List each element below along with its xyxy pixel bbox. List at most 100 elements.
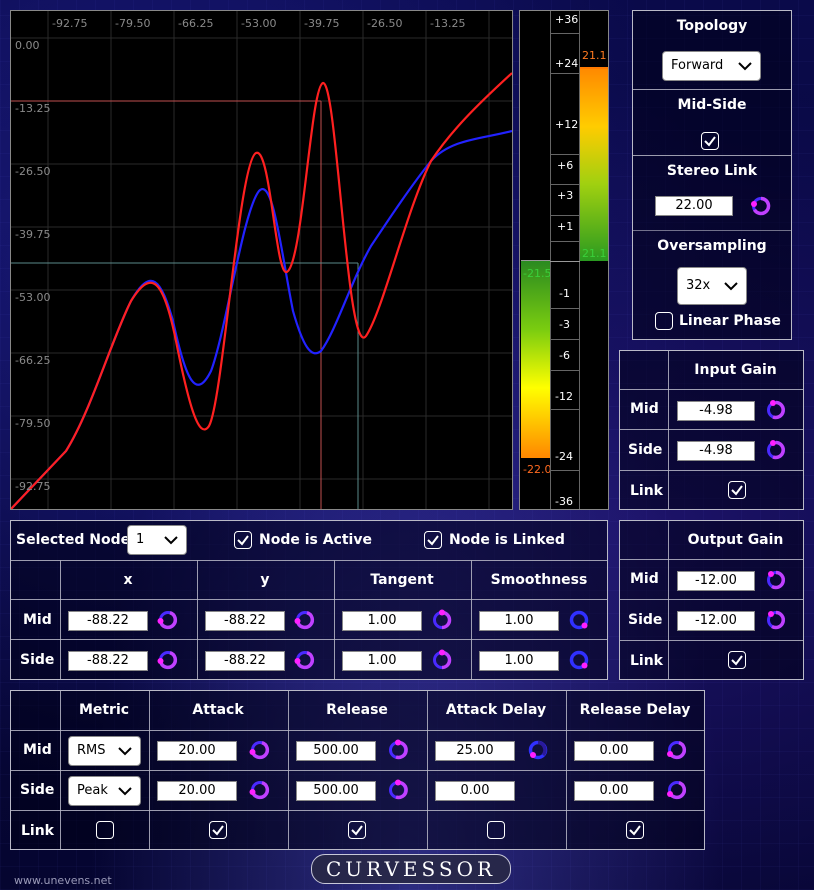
topology-value: Forward: [671, 58, 724, 73]
side-attack-knob[interactable]: [249, 779, 271, 801]
node-side-x-field[interactable]: -88.22: [68, 651, 148, 671]
node-linked-label: Node is Linked: [449, 532, 565, 548]
y-tick: -79.50: [15, 417, 51, 430]
selected-node-value: 1: [136, 532, 145, 547]
y-tick: -92.75: [15, 480, 51, 493]
node-side-y-field[interactable]: -88.22: [205, 651, 285, 671]
release-link-checkbox[interactable]: [348, 821, 366, 839]
input-gain-link-label: Link: [630, 483, 663, 499]
x-tick: -39.75: [304, 17, 340, 30]
mid-attack-knob[interactable]: [249, 739, 271, 761]
selected-node-label: Selected Node: [16, 532, 131, 548]
midside-label: Mid-Side: [677, 97, 747, 113]
website-link[interactable]: www.unevens.net: [14, 874, 112, 887]
node-mid-smoothness-field[interactable]: 1.00: [479, 611, 559, 631]
column-smoothness: Smoothness: [490, 572, 588, 588]
input-gain-side-field[interactable]: -4.98: [677, 441, 755, 461]
meter-right-bar: [580, 69, 608, 261]
midside-checkbox[interactable]: [701, 132, 719, 150]
column-x: x: [123, 572, 133, 588]
selected-node-select[interactable]: 1: [127, 525, 187, 555]
checkmark-icon: [237, 535, 249, 546]
column-y: y: [260, 572, 270, 588]
node-side-smoothness-field[interactable]: 1.00: [479, 651, 559, 671]
y-tick: 0.00: [15, 39, 40, 52]
node-mid-y-knob[interactable]: [294, 609, 316, 631]
meter-right-bottom-label: 21.1: [582, 247, 607, 260]
output-gain-link-checkbox[interactable]: [728, 651, 746, 669]
transfer-curve-svg: [11, 11, 512, 509]
side-attack-delay-field[interactable]: 0.00: [435, 781, 515, 801]
oversampling-label: Oversampling: [657, 238, 767, 254]
node-linked-checkbox[interactable]: [424, 531, 442, 549]
meter-scale-tick: +24: [555, 57, 579, 70]
mid-attack-delay-field[interactable]: 25.00: [435, 741, 515, 761]
input-gain-mid-field[interactable]: -4.98: [677, 401, 755, 421]
stereo-link-field[interactable]: 22.00: [655, 196, 733, 216]
node-side-x-knob[interactable]: [157, 649, 179, 671]
transfer-curve-graph[interactable]: -92.75 -79.50 -66.25 -53.00 -39.75 -26.5…: [10, 10, 513, 510]
stereo-link-knob[interactable]: [750, 195, 772, 217]
output-gain-side-field[interactable]: -12.00: [677, 611, 755, 631]
mid-release-knob[interactable]: [387, 739, 409, 761]
release-delay-link-checkbox[interactable]: [626, 821, 644, 839]
input-gain-link-checkbox[interactable]: [728, 481, 746, 499]
metric-link-checkbox[interactable]: [96, 821, 114, 839]
mid-attack-field[interactable]: 20.00: [157, 741, 237, 761]
input-gain-mid-knob[interactable]: [765, 399, 787, 421]
meter-left-bar: [521, 261, 551, 456]
side-release-field[interactable]: 500.00: [296, 781, 376, 801]
mid-release-delay-knob[interactable]: [666, 739, 688, 761]
meter-scale-tick: +36: [555, 13, 579, 26]
output-gain-mid-label: Mid: [630, 571, 659, 587]
checkmark-icon: [629, 825, 641, 836]
linear-phase-checkbox[interactable]: [655, 312, 673, 330]
oversampling-select[interactable]: 32x: [677, 267, 747, 305]
checkmark-icon: [731, 485, 743, 496]
node-active-checkbox[interactable]: [234, 531, 252, 549]
output-gain-mid-knob[interactable]: [765, 569, 787, 591]
mid-metric-value: RMS: [77, 743, 106, 758]
side-metric-select[interactable]: Peak: [68, 776, 141, 806]
meter-scale-tick: -36: [555, 495, 573, 508]
mid-release-delay-field[interactable]: 0.00: [574, 741, 654, 761]
node-mid-smoothness-knob[interactable]: [568, 609, 590, 631]
node-active-label: Node is Active: [259, 532, 372, 548]
mid-attack-delay-knob[interactable]: [527, 739, 549, 761]
output-gain-side-knob[interactable]: [765, 609, 787, 631]
meter-scale-tick: +12: [555, 118, 579, 131]
attack-link-checkbox[interactable]: [209, 821, 227, 839]
node-mid-x-knob[interactable]: [157, 609, 179, 631]
attack-delay-link-checkbox[interactable]: [487, 821, 505, 839]
node-side-tangent-knob[interactable]: [431, 649, 453, 671]
column-attack: Attack: [192, 702, 244, 718]
column-metric: Metric: [78, 702, 130, 718]
meter-scale-tick: +6: [557, 159, 574, 172]
node-side-smoothness-knob[interactable]: [568, 649, 590, 671]
node-side-y-knob[interactable]: [294, 649, 316, 671]
input-gain-side-knob[interactable]: [765, 439, 787, 461]
mid-release-field[interactable]: 500.00: [296, 741, 376, 761]
meter-scale-tick: -12: [555, 390, 573, 403]
node-mid-tangent-knob[interactable]: [431, 609, 453, 631]
mid-metric-select[interactable]: RMS: [68, 736, 141, 766]
mid-transfer-curve: [11, 72, 512, 509]
input-gain-panel: Input Gain Mid -4.98 Side -4.98 Link: [619, 350, 804, 510]
node-mid-y-field[interactable]: -88.22: [205, 611, 285, 631]
output-gain-mid-field[interactable]: -12.00: [677, 571, 755, 591]
node-mid-tangent-field[interactable]: 1.00: [342, 611, 422, 631]
chevron-down-icon: [118, 777, 132, 816]
topology-select[interactable]: Forward: [662, 51, 761, 81]
y-tick: -39.75: [15, 228, 51, 241]
node-side-label: Side: [20, 652, 55, 668]
side-attack-field[interactable]: 20.00: [157, 781, 237, 801]
checkmark-icon: [351, 825, 363, 836]
side-release-knob[interactable]: [387, 779, 409, 801]
node-mid-x-field[interactable]: -88.22: [68, 611, 148, 631]
side-release-delay-knob[interactable]: [666, 779, 688, 801]
checkmark-icon: [731, 655, 743, 666]
node-panel: Selected Node 1 Node is Active Node is L…: [10, 520, 608, 680]
node-side-tangent-field[interactable]: 1.00: [342, 651, 422, 671]
dynamics-side-label: Side: [20, 782, 55, 798]
side-release-delay-field[interactable]: 0.00: [574, 781, 654, 801]
